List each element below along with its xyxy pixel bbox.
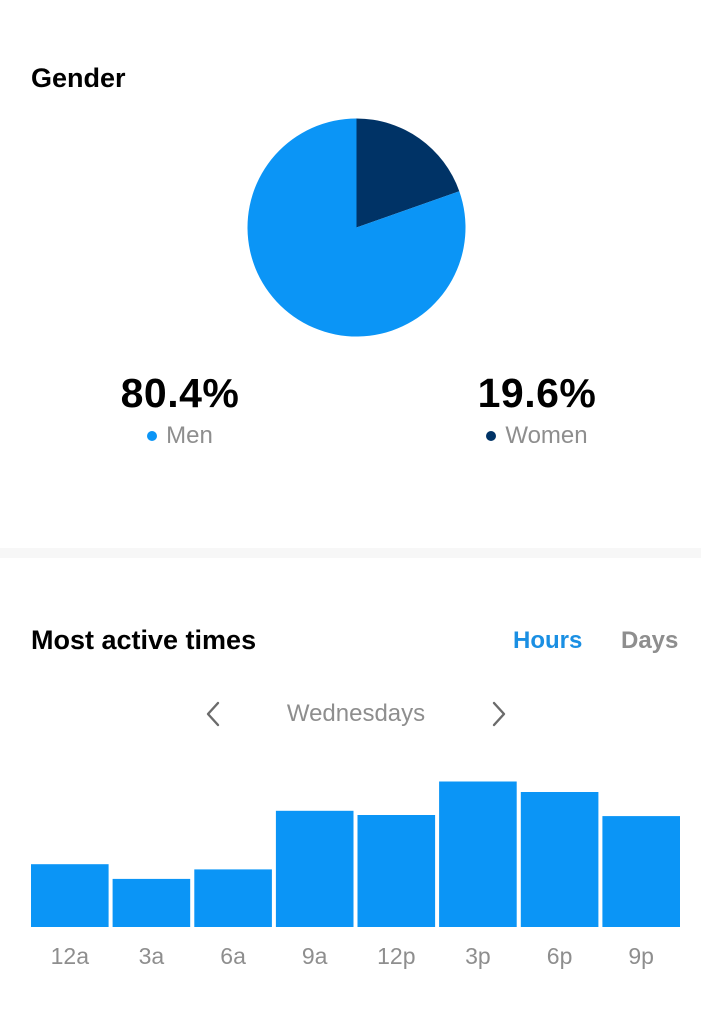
tab-days[interactable]: Days: [621, 627, 679, 654]
bar-label-12p: 12p: [377, 943, 415, 969]
bar-label-3p: 3p: [465, 943, 491, 969]
tab-hours[interactable]: Hours: [513, 627, 583, 654]
day-navigator: Wednesdays: [196, 694, 516, 734]
women-label: Women: [505, 422, 588, 449]
women-legend: Women: [407, 422, 667, 450]
previous-day-button[interactable]: [196, 696, 232, 732]
bar-label-9p: 9p: [628, 943, 654, 969]
chevron-left-icon: [206, 701, 220, 727]
men-dot-icon: [147, 431, 158, 441]
bar-9a: [275, 810, 354, 927]
bar-3p: [439, 781, 517, 927]
most-active-times-title: Most active times: [31, 625, 257, 655]
bar-label-6a: 6a: [220, 943, 246, 969]
men-legend: Men: [50, 422, 310, 450]
pie-slice-men: [247, 118, 466, 337]
selected-day-label: Wednesdays: [286, 700, 426, 727]
bar-12a: [31, 864, 109, 927]
gender-pie-chart: [247, 118, 466, 337]
pie-slice-women: [356, 118, 460, 228]
section-divider: [0, 548, 701, 558]
hours-bar-chart: 12a 3a 6a 9a 12p 3p 6p 9p: [31, 781, 680, 969]
bar-6a: [194, 869, 272, 927]
men-label: Men: [166, 422, 213, 449]
gender-title: Gender: [31, 63, 126, 93]
women-percentage: 19.6%: [477, 370, 597, 416]
bar-12p: [357, 815, 436, 927]
men-stat: 80.4% Men: [50, 370, 310, 450]
next-day-button[interactable]: [480, 696, 516, 732]
women-dot-icon: [486, 431, 497, 441]
women-stat: 19.6% Women: [407, 370, 667, 450]
bar-3a: [112, 878, 191, 927]
bar-label-9a: 9a: [302, 943, 328, 969]
chevron-right-icon: [492, 701, 506, 727]
bar-9p: [602, 816, 680, 927]
bar-label-3a: 3a: [139, 943, 165, 969]
bar-6p: [520, 792, 599, 927]
men-percentage: 80.4%: [120, 370, 240, 416]
bar-label-12a: 12a: [51, 943, 90, 969]
bar-label-6p: 6p: [547, 943, 573, 969]
